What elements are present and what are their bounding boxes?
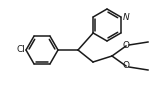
Text: Cl: Cl [16,45,25,55]
Text: N: N [122,13,129,22]
Text: O: O [123,41,129,50]
Text: O: O [123,61,129,70]
